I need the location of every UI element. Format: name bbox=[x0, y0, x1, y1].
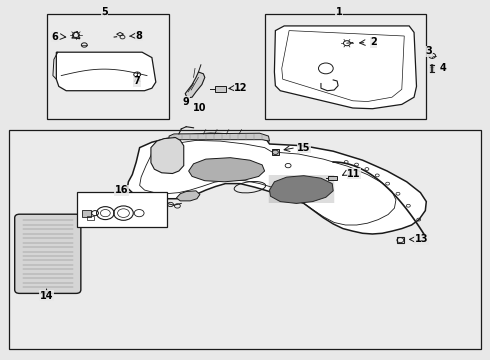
Bar bbox=[272, 149, 279, 155]
Bar bbox=[77, 192, 167, 227]
Bar bbox=[9, 130, 481, 349]
Text: 13: 13 bbox=[415, 234, 428, 244]
Bar bbox=[82, 210, 91, 217]
Polygon shape bbox=[169, 133, 270, 141]
Text: 1: 1 bbox=[336, 6, 343, 17]
Bar bbox=[47, 14, 169, 119]
Text: 11: 11 bbox=[347, 168, 361, 179]
Bar bbox=[87, 216, 94, 220]
Text: 10: 10 bbox=[193, 103, 207, 113]
Text: 5: 5 bbox=[101, 6, 108, 17]
Text: 7: 7 bbox=[134, 76, 141, 86]
Text: 9: 9 bbox=[183, 96, 190, 107]
Text: 14: 14 bbox=[40, 291, 53, 301]
Polygon shape bbox=[274, 26, 416, 109]
FancyBboxPatch shape bbox=[15, 214, 81, 293]
Polygon shape bbox=[185, 72, 205, 98]
Text: 16: 16 bbox=[115, 185, 128, 195]
Text: 2: 2 bbox=[370, 37, 377, 48]
Text: 6: 6 bbox=[51, 32, 58, 42]
Bar bbox=[328, 176, 337, 180]
Polygon shape bbox=[151, 138, 184, 174]
Text: 3: 3 bbox=[425, 46, 432, 56]
Bar bbox=[215, 86, 226, 92]
Polygon shape bbox=[270, 176, 333, 203]
Text: 12: 12 bbox=[234, 83, 248, 93]
Polygon shape bbox=[56, 52, 156, 91]
Text: 4: 4 bbox=[440, 63, 447, 73]
Bar bbox=[397, 237, 404, 243]
Polygon shape bbox=[189, 158, 265, 182]
Polygon shape bbox=[127, 133, 426, 234]
Text: 15: 15 bbox=[297, 143, 311, 153]
Text: 8: 8 bbox=[135, 31, 142, 41]
Bar bbox=[265, 14, 426, 119]
Polygon shape bbox=[176, 191, 200, 201]
